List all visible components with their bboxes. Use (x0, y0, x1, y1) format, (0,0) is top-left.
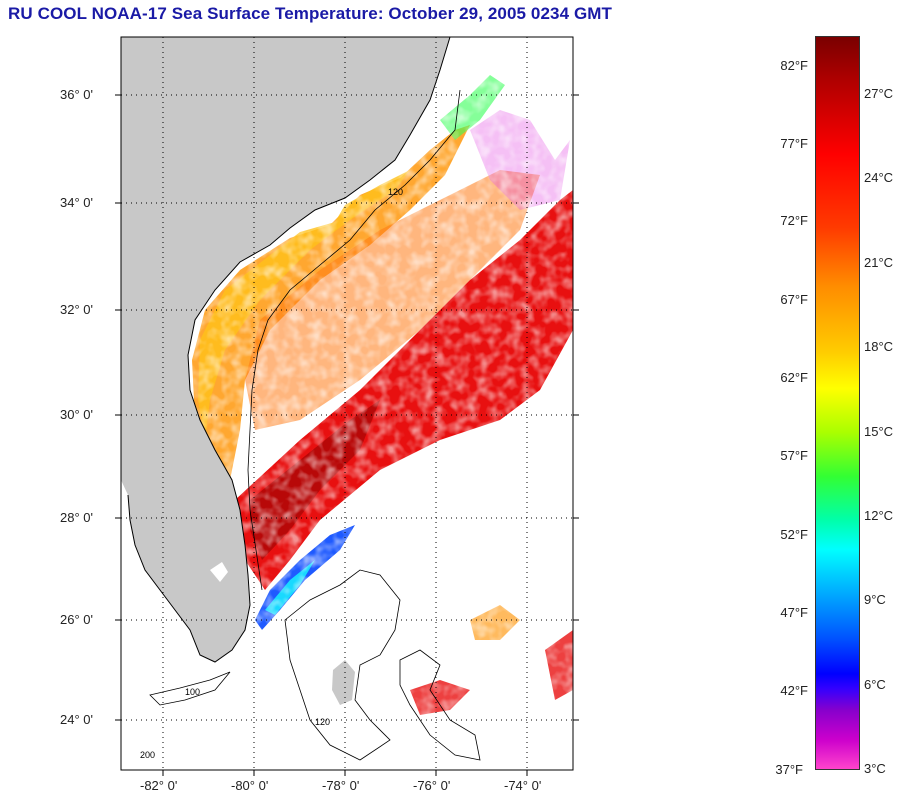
lat-label-26: 26° 0' (60, 612, 93, 627)
colorbar-f-label: 52°F (780, 527, 808, 542)
colorbar-f-label: 57°F (780, 448, 808, 463)
land-island (332, 660, 355, 705)
lon-label-76: -76° 0' (413, 778, 451, 793)
graticule (121, 37, 573, 770)
colorbar-f-label: 37°F (775, 762, 803, 777)
frame-ticks (115, 94, 579, 776)
colorbar-c-label: 9°C (864, 592, 886, 607)
lat-label-32: 32° 0' (60, 302, 93, 317)
colorbar-f-label: 82°F (780, 58, 808, 73)
colorbar-c-label: 3°C (864, 761, 886, 776)
colorbar-c-label: 15°C (864, 424, 894, 439)
contour-label: 200 (140, 750, 155, 760)
colorbar-f-label: 62°F (780, 370, 808, 385)
colorbar-c-label: 18°C (864, 339, 894, 354)
lat-label-24: 24° 0' (60, 712, 93, 727)
colorbar-c-label: 6°C (864, 677, 886, 692)
coastline (127, 37, 451, 663)
colorbar-f-label: 67°F (780, 292, 808, 307)
keys-contour (149, 671, 231, 706)
bahamas-contour (284, 569, 401, 761)
lat-label-34: 34° 0' (60, 195, 93, 210)
shelf-contour (247, 89, 461, 591)
colorbar-f-label: 47°F (780, 605, 808, 620)
colorbar-c-label: 12°C (864, 508, 894, 523)
lon-label-78: -78° 0' (322, 778, 360, 793)
colorbar-f-label: 72°F (780, 213, 808, 228)
colorbar-c-label: 21°C (864, 255, 894, 270)
lon-label-74: -74° 0' (504, 778, 542, 793)
colorbar-c-label: 27°C (864, 86, 894, 101)
land-mainland (121, 37, 450, 662)
map-border (120, 36, 574, 771)
lat-label-28: 28° 0' (60, 510, 93, 525)
lon-label-82: -82° 0' (140, 778, 178, 793)
colorbar-f-label: 42°F (780, 683, 808, 698)
lon-label-80: -80° 0' (231, 778, 269, 793)
colorbar-c-label: 24°C (864, 170, 894, 185)
colorbar-f-label: 77°F (780, 136, 808, 151)
temperature-colorbar (815, 36, 860, 770)
land-island-2 (210, 562, 228, 582)
lat-label-30: 30° 0' (60, 407, 93, 422)
lat-label-36: 36° 0' (60, 87, 93, 102)
bahamas-contour-2 (399, 649, 481, 761)
map-title: RU COOL NOAA-17 Sea Surface Temperature:… (8, 4, 613, 23)
contour-label: 120 (315, 717, 330, 727)
contour-label: 120 (388, 187, 403, 197)
contour-label: 100 (185, 687, 200, 697)
